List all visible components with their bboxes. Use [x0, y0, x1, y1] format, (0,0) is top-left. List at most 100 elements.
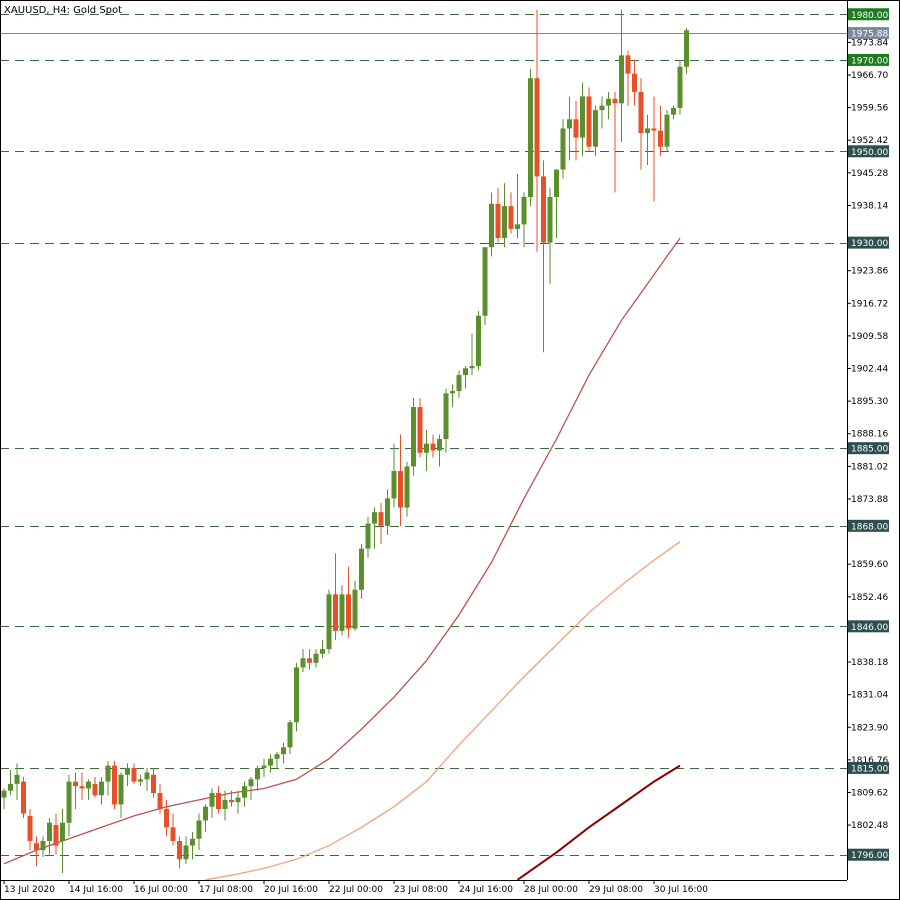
candle[interactable] — [8, 770, 13, 796]
candle[interactable] — [92, 777, 98, 798]
candle[interactable] — [177, 836, 182, 869]
candle[interactable] — [385, 489, 390, 535]
candle[interactable] — [313, 649, 319, 668]
candle[interactable] — [437, 434, 442, 467]
candle[interactable] — [1, 788, 7, 810]
candle[interactable] — [274, 751, 280, 768]
candle[interactable] — [638, 78, 644, 170]
candle[interactable] — [567, 96, 572, 161]
candle[interactable] — [645, 114, 650, 165]
candle[interactable] — [287, 719, 293, 755]
candle[interactable] — [326, 589, 332, 654]
candle[interactable] — [131, 763, 137, 784]
candle[interactable] — [170, 813, 176, 846]
candle[interactable] — [404, 461, 410, 517]
candle[interactable] — [79, 772, 85, 800]
candle[interactable] — [586, 87, 592, 152]
candle[interactable] — [606, 91, 611, 120]
candle[interactable] — [47, 818, 52, 855]
candle[interactable] — [502, 183, 507, 248]
candle[interactable] — [53, 813, 59, 855]
candle[interactable] — [242, 781, 247, 807]
candle[interactable] — [508, 192, 514, 234]
candle[interactable] — [14, 763, 20, 800]
candle[interactable] — [599, 96, 605, 129]
candle[interactable] — [417, 397, 423, 458]
candle[interactable] — [476, 311, 481, 371]
candle[interactable] — [216, 786, 221, 814]
candle[interactable] — [684, 27, 689, 74]
candle[interactable] — [658, 105, 663, 156]
candle[interactable] — [450, 384, 455, 408]
candle[interactable] — [612, 91, 618, 193]
candle[interactable] — [300, 649, 306, 672]
candle[interactable] — [203, 804, 208, 832]
candle[interactable] — [222, 790, 228, 821]
candle[interactable] — [60, 809, 65, 873]
candle[interactable] — [66, 774, 72, 837]
candle[interactable] — [183, 836, 189, 864]
candle[interactable] — [528, 69, 533, 207]
candle[interactable] — [86, 779, 91, 800]
candle[interactable] — [534, 9, 540, 252]
candle[interactable] — [99, 777, 104, 805]
candle[interactable] — [489, 192, 494, 257]
candle[interactable] — [378, 502, 384, 545]
candle[interactable] — [372, 507, 377, 549]
candle[interactable] — [411, 397, 416, 476]
candle[interactable] — [27, 809, 33, 851]
candle[interactable] — [352, 580, 358, 631]
candle[interactable] — [268, 754, 273, 773]
candle[interactable] — [554, 169, 559, 239]
candle[interactable] — [333, 553, 338, 641]
candle[interactable] — [521, 192, 527, 248]
candle[interactable] — [138, 774, 143, 787]
candle[interactable] — [632, 59, 637, 106]
candle[interactable] — [391, 443, 397, 508]
candle[interactable] — [443, 388, 449, 453]
candle[interactable] — [456, 370, 462, 398]
candle[interactable] — [430, 434, 436, 458]
candle[interactable] — [261, 758, 267, 778]
candle[interactable] — [664, 110, 670, 152]
candle[interactable] — [164, 799, 169, 837]
candle[interactable] — [671, 105, 676, 120]
candle[interactable] — [580, 82, 585, 156]
candle[interactable] — [339, 585, 345, 636]
candle[interactable] — [144, 767, 150, 791]
candle[interactable] — [118, 772, 124, 819]
candle[interactable] — [541, 160, 546, 353]
candle[interactable] — [151, 767, 156, 798]
candle[interactable] — [21, 777, 26, 819]
candle[interactable] — [320, 640, 325, 659]
candles[interactable] — [1, 9, 690, 873]
candle[interactable] — [105, 761, 111, 796]
candle[interactable] — [463, 365, 468, 389]
candle[interactable] — [619, 9, 624, 143]
candle[interactable] — [495, 187, 501, 243]
candle[interactable] — [625, 50, 631, 106]
candle[interactable] — [398, 434, 403, 526]
candle[interactable] — [677, 59, 683, 115]
candle[interactable] — [573, 101, 579, 161]
candle[interactable] — [307, 649, 312, 670]
candle[interactable] — [365, 516, 371, 558]
candle[interactable] — [196, 813, 202, 851]
candle[interactable] — [34, 836, 39, 867]
candle[interactable] — [547, 187, 553, 284]
candle[interactable] — [235, 790, 241, 814]
candle[interactable] — [424, 429, 429, 472]
candle[interactable] — [515, 174, 520, 239]
candle[interactable] — [209, 788, 215, 819]
candle[interactable] — [593, 105, 598, 156]
candle[interactable] — [346, 566, 351, 638]
candle[interactable] — [359, 544, 364, 599]
candle[interactable] — [255, 765, 260, 791]
candle[interactable] — [229, 790, 234, 807]
candle[interactable] — [40, 836, 46, 857]
candle[interactable] — [125, 763, 130, 787]
candle[interactable] — [469, 333, 475, 376]
candle[interactable] — [651, 96, 657, 202]
candle[interactable] — [112, 761, 117, 810]
candle[interactable] — [294, 662, 299, 732]
